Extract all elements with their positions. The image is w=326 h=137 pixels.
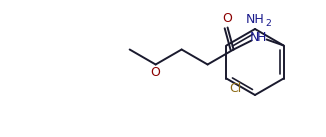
Text: Cl: Cl	[230, 82, 242, 95]
Text: O: O	[223, 12, 232, 25]
Text: NH: NH	[245, 13, 264, 26]
Text: H: H	[257, 31, 266, 44]
Text: 2: 2	[265, 19, 271, 28]
Text: O: O	[151, 66, 161, 79]
Text: N: N	[250, 31, 259, 44]
